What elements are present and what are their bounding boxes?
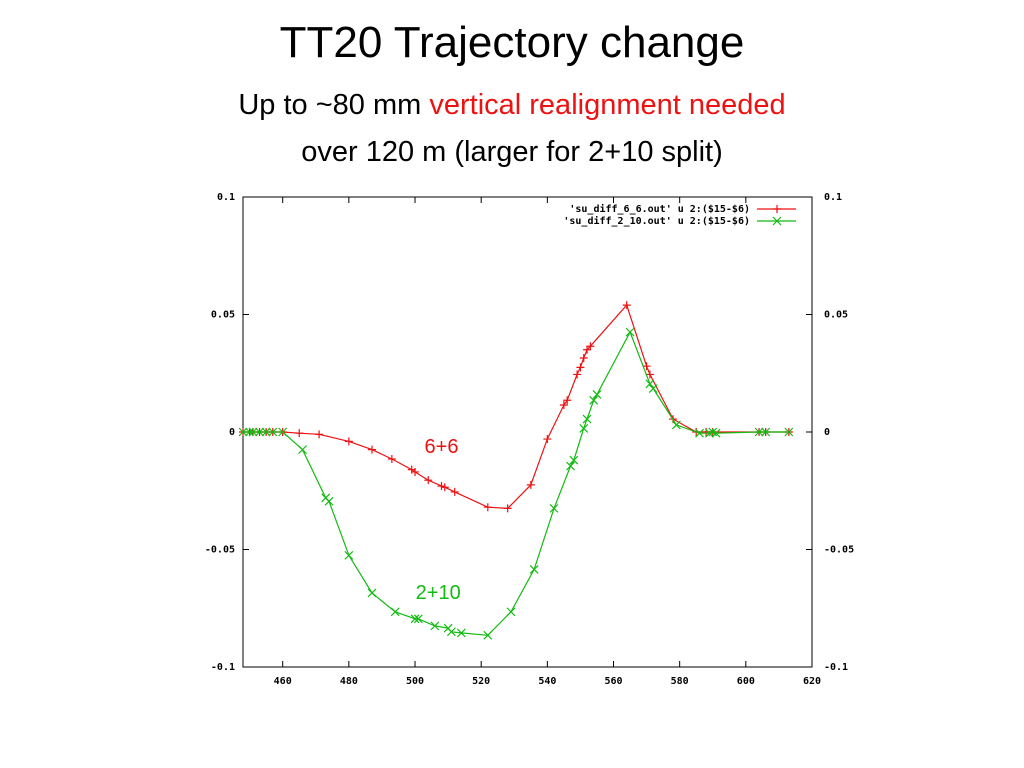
subtitle-line-2: over 120 m (larger for 2+10 split) <box>301 136 723 168</box>
data-point-plus <box>559 400 568 409</box>
x-tick-label: 600 <box>737 676 755 687</box>
data-point-cross <box>456 628 466 638</box>
subtitle-highlight: vertical realignment needed <box>429 89 786 121</box>
y-tick-label-right: 0.05 <box>824 310 848 321</box>
data-point-plus <box>642 362 651 371</box>
data-point-cross <box>625 327 635 337</box>
data-point-cross <box>579 424 589 433</box>
x-tick-label: 460 <box>274 676 292 687</box>
y-tick-label-right: -0.05 <box>824 545 854 556</box>
x-tick-label: 480 <box>340 676 358 687</box>
x-tick-label: 580 <box>671 676 689 687</box>
data-point-cross <box>695 428 704 438</box>
data-point-plus <box>450 487 459 496</box>
data-point-cross <box>430 621 440 631</box>
data-point-plus <box>344 437 353 446</box>
data-point-cross <box>238 427 248 437</box>
data-point-cross <box>410 614 420 624</box>
data-point-plus <box>622 301 631 310</box>
annotation-label-1: 2+10 <box>416 582 461 604</box>
data-point-cross <box>506 607 516 617</box>
data-point-cross <box>671 420 681 430</box>
annotation-label-0: 6+6 <box>425 436 459 458</box>
data-point-cross <box>324 496 334 506</box>
data-point-plus <box>576 363 585 372</box>
data-point-cross <box>278 427 288 437</box>
data-point-cross <box>582 414 592 424</box>
data-point-cross <box>569 455 579 465</box>
y-tick-label-left: 0.05 <box>211 310 235 321</box>
data-point-cross <box>248 427 258 437</box>
data-point-cross <box>592 389 602 399</box>
series-line-0 <box>243 303 789 510</box>
data-point-cross <box>446 627 456 637</box>
data-point-cross <box>648 384 658 393</box>
trajectory-chart: 0.1 0.1 0.05 0.05 0 0 -0.05 -0.05 -0.1 -0.1 460 480… <box>205 192 854 687</box>
data-point-cross <box>268 427 278 437</box>
data-point-cross <box>245 427 255 437</box>
data-point-plus <box>645 370 654 379</box>
x-tick-label: 540 <box>538 676 556 687</box>
data-point-plus <box>440 483 449 492</box>
data-point-cross <box>761 427 771 437</box>
data-point-plus <box>583 345 592 354</box>
data-point-cross <box>708 427 718 437</box>
x-tick-label: 560 <box>604 676 622 687</box>
data-point-plus <box>295 429 304 438</box>
data-point-cross <box>255 427 264 437</box>
y-tick-label-right: -0.1 <box>824 662 848 673</box>
data-point-cross <box>344 550 354 560</box>
legend-label-1: 'su_diff_2_10.out' u 2:($15-$6) <box>563 215 750 227</box>
data-point-cross <box>711 428 721 438</box>
data-point-plus <box>315 430 324 439</box>
data-point-cross <box>529 565 539 574</box>
data-point-plus <box>579 353 588 362</box>
data-point-cross <box>549 503 559 513</box>
data-point-cross <box>483 630 493 640</box>
data-point-cross <box>645 379 655 389</box>
data-point-plus <box>586 342 595 351</box>
subtitle-line-1: Up to ~80 mm vertical realignment needed <box>0 88 1024 123</box>
y-tick-label-right: 0.1 <box>824 192 842 203</box>
data-point-plus <box>543 435 552 444</box>
x-tick-label: 500 <box>406 676 424 687</box>
y-tick-label-left: -0.05 <box>205 545 235 556</box>
y-tick-label-right: 0 <box>824 427 830 438</box>
data-point-plus <box>437 482 446 491</box>
x-tick-label: 520 <box>472 676 490 687</box>
subtitle-prefix: Up to ~80 mm <box>238 89 430 121</box>
data-point-plus <box>503 504 512 513</box>
data-point-plus <box>526 480 535 489</box>
data-point-cross <box>390 607 400 617</box>
data-point-cross <box>367 588 377 598</box>
legend-label-0: 'su_diff_6_6.out' u 2:($15-$6) <box>569 203 750 215</box>
data-point-plus <box>573 370 582 379</box>
data-point-cross <box>784 427 794 437</box>
data-point-plus <box>483 503 492 512</box>
data-point-plus <box>387 455 396 464</box>
slide-title: TT20 Trajectory change <box>279 18 745 67</box>
data-point-cross <box>413 614 423 624</box>
y-tick-label-left: -0.1 <box>211 662 235 673</box>
data-point-plus <box>773 205 781 213</box>
data-point-plus <box>411 467 420 476</box>
data-point-plus <box>563 396 572 405</box>
x-tick-label: 620 <box>803 676 821 687</box>
data-point-cross <box>566 461 575 471</box>
data-point-cross <box>705 428 714 438</box>
y-tick-label-left: 0 <box>229 427 235 438</box>
data-point-cross <box>261 427 271 437</box>
data-point-cross <box>754 427 764 437</box>
data-point-plus <box>424 476 433 485</box>
data-point-cross <box>772 216 782 226</box>
data-point-cross <box>298 445 307 455</box>
data-point-plus <box>368 445 377 454</box>
data-point-cross <box>589 395 599 405</box>
y-tick-label-left: 0.1 <box>217 192 235 203</box>
series-line-1 <box>243 330 789 636</box>
